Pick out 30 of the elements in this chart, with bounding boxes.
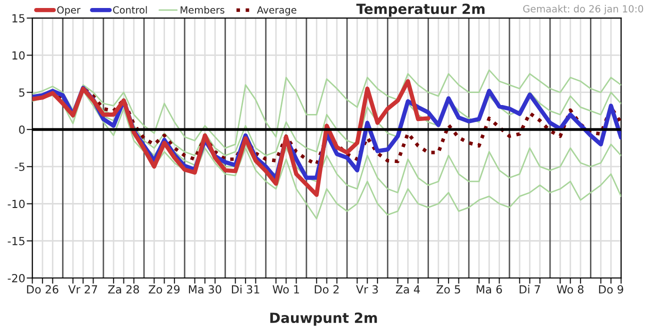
x-tick-label: Do 26 bbox=[27, 285, 58, 294]
text: Gemaakt: do 26 jan 10:0 bbox=[523, 4, 644, 14]
legend-label: Oper bbox=[57, 6, 80, 16]
y-tick-label: 15 bbox=[12, 14, 24, 22]
x-tick-label: Do 9 bbox=[599, 285, 624, 294]
y-tick-label: 10 bbox=[12, 51, 25, 60]
chart-title: Temperatuur 2m bbox=[356, 4, 485, 17]
y-tick-label: -15 bbox=[8, 236, 24, 246]
legend-label: Members bbox=[180, 6, 224, 14]
x-tick-label: Zo 5 bbox=[436, 285, 460, 294]
x-tick-label: Za 4 bbox=[396, 285, 420, 294]
y-tick-label: -10 bbox=[8, 200, 25, 208]
y-tick-label: 0 bbox=[19, 125, 25, 134]
x-tick-label: Di 7 bbox=[520, 284, 540, 294]
x-tick-label: Di 31 bbox=[232, 284, 260, 294]
x-tick-label: Do 2 bbox=[314, 285, 339, 294]
legend-label: Control bbox=[113, 6, 147, 14]
y-tick-label: -5 bbox=[14, 162, 24, 171]
x-tick-label: Vr 3 bbox=[356, 285, 378, 294]
y-tick-label: -20 bbox=[8, 274, 25, 282]
x-tick-label: Wo 8 bbox=[556, 285, 584, 294]
x-tick-label: Wo 1 bbox=[272, 285, 299, 294]
x-tick-label: Vr 27 bbox=[68, 285, 98, 294]
x-tick-label: Zo 29 bbox=[148, 285, 180, 294]
y-tick-label: 5 bbox=[19, 88, 24, 97]
x-tick-label: Ma 6 bbox=[476, 285, 502, 294]
legend-label: Average bbox=[256, 6, 296, 16]
x-tick-label: Za 28 bbox=[108, 285, 139, 294]
text: Dauwpunt 2m bbox=[270, 312, 377, 326]
x-tick-label: Ma 30 bbox=[188, 285, 222, 294]
